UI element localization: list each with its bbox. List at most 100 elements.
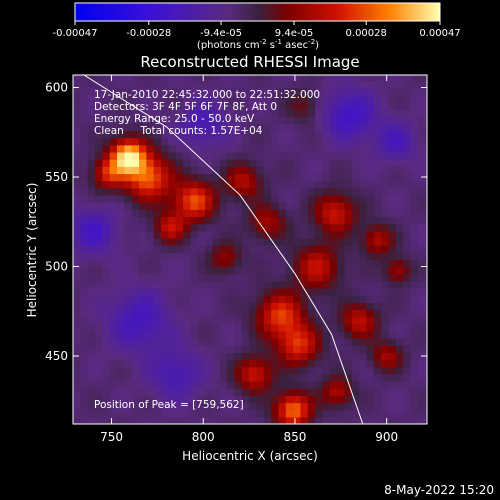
heatmap-cell bbox=[212, 187, 221, 196]
heatmap-cell bbox=[219, 223, 228, 232]
heatmap-cell bbox=[381, 101, 390, 110]
heatmap-cell bbox=[337, 402, 346, 411]
heatmap-cell bbox=[227, 94, 236, 103]
heatmap-cell bbox=[315, 202, 324, 210]
heatmap-cell bbox=[329, 280, 338, 289]
heatmap-cell bbox=[190, 209, 199, 217]
heatmap-cell bbox=[109, 402, 118, 411]
heatmap-cell bbox=[168, 216, 177, 225]
heatmap-cell bbox=[80, 388, 89, 396]
heatmap-cell bbox=[175, 245, 184, 253]
heatmap-cell bbox=[109, 209, 118, 217]
heatmap-cell bbox=[337, 80, 346, 89]
heatmap-cell bbox=[373, 295, 382, 303]
heatmap-cell bbox=[395, 151, 404, 160]
heatmap-cell bbox=[183, 94, 191, 103]
heatmap-cell bbox=[381, 373, 390, 382]
heatmap-cell bbox=[263, 330, 272, 339]
detectors-annotation: Detectors: 3F 4F 5F 6F 7F 8F, Att 0 bbox=[94, 101, 277, 113]
heatmap-cell bbox=[373, 316, 382, 325]
heatmap-cell bbox=[395, 245, 404, 253]
heatmap-cell bbox=[190, 273, 199, 282]
heatmap-cell bbox=[161, 302, 169, 311]
heatmap-cell bbox=[417, 237, 426, 246]
heatmap-cell bbox=[373, 266, 382, 275]
heatmap-cell bbox=[124, 180, 133, 189]
heatmap-cell bbox=[109, 94, 118, 103]
heatmap-cell bbox=[190, 416, 199, 424]
heatmap-cell bbox=[197, 259, 206, 268]
heatmap-cell bbox=[315, 366, 324, 375]
heatmap-cell bbox=[249, 245, 258, 253]
heatmap-cell bbox=[388, 359, 397, 368]
heatmap-cell bbox=[73, 101, 81, 110]
heatmap-cell bbox=[124, 75, 133, 81]
heatmap-cell bbox=[351, 151, 360, 160]
heatmap-cell bbox=[227, 75, 236, 81]
heatmap-cell bbox=[227, 237, 236, 246]
heatmap-cell bbox=[403, 323, 412, 332]
heatmap-cell bbox=[95, 373, 103, 382]
heatmap-cell bbox=[395, 187, 404, 196]
heatmap-cell bbox=[307, 101, 316, 110]
heatmap-cell bbox=[278, 237, 287, 246]
heatmap-cell bbox=[373, 202, 382, 210]
heatmap-cell bbox=[256, 87, 265, 96]
heatmap-cell bbox=[329, 151, 338, 160]
heatmap-cell bbox=[234, 123, 243, 132]
heatmap-cell bbox=[373, 216, 382, 225]
heatmap-cell bbox=[73, 259, 81, 268]
heatmap-cell bbox=[234, 116, 243, 124]
heatmap-cell bbox=[80, 280, 89, 289]
heatmap-cell bbox=[109, 137, 118, 146]
heatmap-cell bbox=[337, 209, 346, 217]
heatmap-cell bbox=[315, 381, 324, 389]
heatmap-cell bbox=[73, 202, 81, 210]
heatmap-cell bbox=[234, 273, 243, 282]
heatmap-cell bbox=[102, 287, 111, 296]
heatmap-cell bbox=[285, 80, 294, 89]
heatmap-cell bbox=[102, 94, 111, 103]
heatmap-cell bbox=[131, 381, 140, 389]
heatmap-cell bbox=[212, 101, 221, 110]
heatmap-cell bbox=[95, 330, 103, 339]
heatmap-cell bbox=[131, 173, 140, 182]
heatmap-cell bbox=[425, 80, 427, 89]
heatmap-cell bbox=[417, 295, 426, 303]
heatmap-cell bbox=[117, 287, 125, 296]
heatmap-cell bbox=[80, 366, 89, 375]
heatmap-cell bbox=[205, 323, 213, 332]
heatmap-cell bbox=[102, 230, 111, 239]
heatmap-cell bbox=[263, 116, 272, 124]
heatmap-cell bbox=[425, 402, 427, 411]
heatmap-cell bbox=[146, 173, 155, 182]
heatmap-cell bbox=[351, 194, 360, 203]
heatmap-cell bbox=[300, 395, 309, 404]
heatmap-cell bbox=[381, 252, 390, 260]
heatmap-cell bbox=[197, 80, 206, 89]
heatmap-cell bbox=[175, 402, 184, 411]
heatmap-cell bbox=[366, 280, 375, 289]
heatmap-cell bbox=[315, 94, 324, 103]
heatmap-cell bbox=[359, 345, 368, 354]
heatmap-cell bbox=[131, 388, 140, 396]
heatmap-cell bbox=[102, 316, 111, 325]
heatmap-cell bbox=[410, 280, 419, 289]
heatmap-cell bbox=[102, 395, 111, 404]
heatmap-cell bbox=[102, 252, 111, 260]
heatmap-cell bbox=[417, 223, 426, 232]
heatmap-cell bbox=[410, 109, 419, 117]
heatmap-cell bbox=[212, 87, 221, 96]
heatmap-cell bbox=[337, 151, 346, 160]
heatmap-cell bbox=[241, 137, 250, 146]
heatmap-cell bbox=[285, 302, 294, 311]
heatmap-cell bbox=[329, 359, 338, 368]
heatmap-cell bbox=[161, 388, 169, 396]
heatmap-cell bbox=[271, 237, 280, 246]
heatmap-cell bbox=[366, 194, 375, 203]
heatmap-cell bbox=[403, 223, 412, 232]
heatmap-cell bbox=[117, 373, 125, 382]
heatmap-cell bbox=[139, 80, 147, 89]
heatmap-cell bbox=[168, 302, 177, 311]
heatmap-cell bbox=[351, 330, 360, 339]
